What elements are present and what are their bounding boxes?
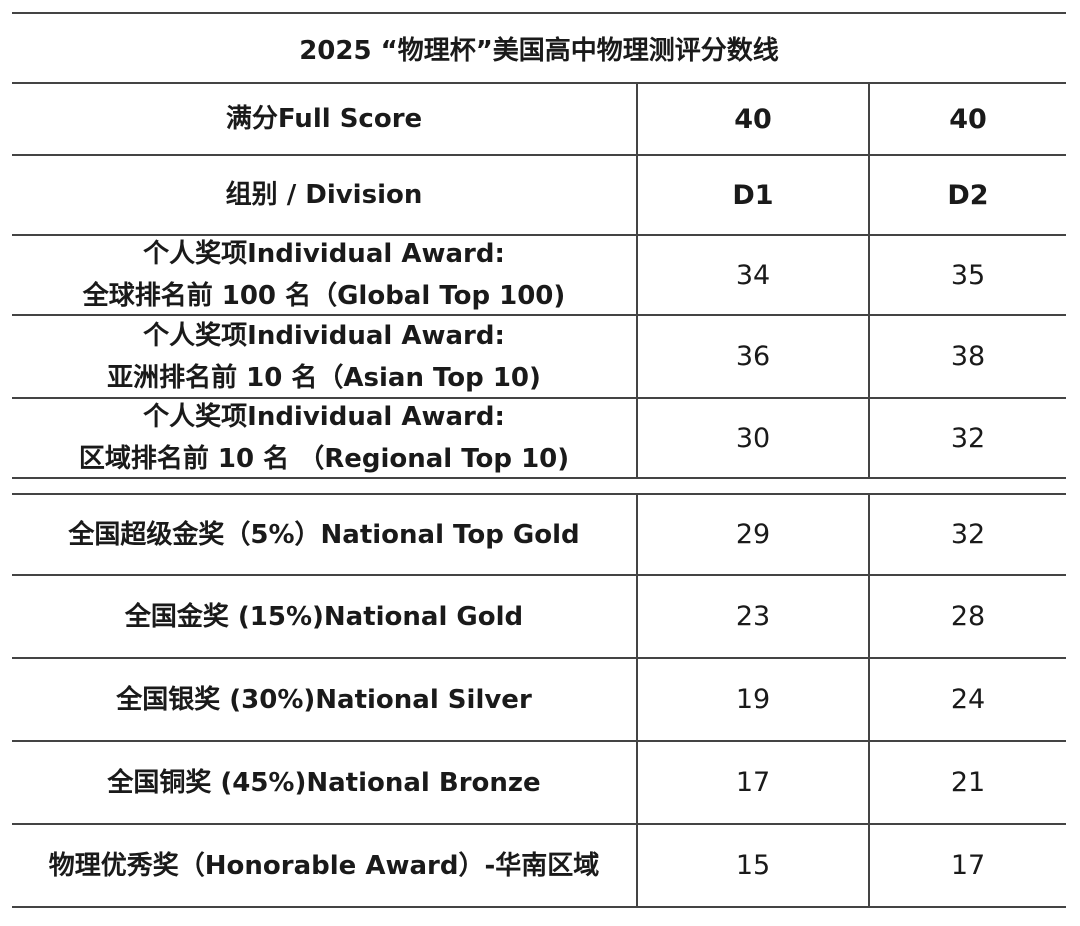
national-bronze-d2: 21 <box>868 742 1066 823</box>
individual-asian-d2: 38 <box>868 316 1066 397</box>
individual-asian-row: 个人奖项Individual Award: 亚洲排名前 10 名（Asian T… <box>12 316 1066 399</box>
full-score-row: 满分Full Score 40 40 <box>12 84 1066 156</box>
individual-global-label: 个人奖项Individual Award: 全球排名前 100 名（Global… <box>12 236 636 314</box>
individual-global-row: 个人奖项Individual Award: 全球排名前 100 名（Global… <box>12 236 1066 316</box>
national-gold-label: 全国金奖 (15%)National Gold <box>124 601 524 632</box>
national-top-gold-label: 全国超级金奖（5%）National Top Gold <box>68 519 580 550</box>
individual-global-d2: 35 <box>868 236 1066 314</box>
national-top-gold-d2: 32 <box>868 495 1066 574</box>
individual-award-line: 个人奖项Individual Award: <box>143 239 505 269</box>
national-gold-d1: 23 <box>636 576 868 657</box>
national-top-gold-row: 全国超级金奖（5%）National Top Gold 29 32 <box>12 493 1066 576</box>
score-table: 2025 “物理杯”美国高中物理测评分数线 满分Full Score 40 40… <box>12 12 1066 908</box>
individual-asian-label: 个人奖项Individual Award: 亚洲排名前 10 名（Asian T… <box>12 316 636 397</box>
individual-regional-row: 个人奖项Individual Award: 区域排名前 10 名 （Region… <box>12 399 1066 479</box>
honorable-award-d2: 17 <box>868 825 1066 906</box>
full-score-label: 满分Full Score <box>225 104 423 134</box>
individual-regional-d1: 30 <box>636 399 868 477</box>
national-bronze-label: 全国铜奖 (45%)National Bronze <box>107 767 541 798</box>
division-d1: D1 <box>636 156 868 234</box>
national-silver-row: 全国银奖 (30%)National Silver 19 24 <box>12 659 1066 742</box>
honorable-award-label: 物理优秀奖（Honorable Award）-华南区域 <box>48 850 600 881</box>
honorable-award-d1: 15 <box>636 825 868 906</box>
division-row: 组别 / Division D1 D2 <box>12 156 1066 236</box>
full-score-d1: 40 <box>636 84 868 154</box>
national-top-gold-d1: 29 <box>636 495 868 574</box>
regional-top-line: 区域排名前 10 名 （Regional Top 10) <box>78 444 570 474</box>
global-top-line: 全球排名前 100 名（Global Top 100) <box>82 281 566 311</box>
individual-regional-d2: 32 <box>868 399 1066 477</box>
division-d2: D2 <box>868 156 1066 234</box>
national-silver-d2: 24 <box>868 659 1066 740</box>
national-gold-row: 全国金奖 (15%)National Gold 23 28 <box>12 576 1066 659</box>
national-bronze-row: 全国铜奖 (45%)National Bronze 17 21 <box>12 742 1066 825</box>
individual-award-line: 个人奖项Individual Award: <box>143 402 505 432</box>
individual-award-line: 个人奖项Individual Award: <box>143 320 505 351</box>
national-bronze-d1: 17 <box>636 742 868 823</box>
individual-asian-d1: 36 <box>636 316 868 397</box>
full-score-d2: 40 <box>868 84 1066 154</box>
asian-top-line: 亚洲排名前 10 名（Asian Top 10) <box>107 362 541 393</box>
national-gold-d2: 28 <box>868 576 1066 657</box>
division-label: 组别 / Division <box>225 180 423 210</box>
table-title: 2025 “物理杯”美国高中物理测评分数线 <box>12 14 1066 84</box>
national-silver-d1: 19 <box>636 659 868 740</box>
national-silver-label: 全国银奖 (30%)National Silver <box>116 684 532 715</box>
individual-global-d1: 34 <box>636 236 868 314</box>
individual-regional-label: 个人奖项Individual Award: 区域排名前 10 名 （Region… <box>12 399 636 477</box>
honorable-award-row: 物理优秀奖（Honorable Award）-华南区域 15 17 <box>12 825 1066 908</box>
